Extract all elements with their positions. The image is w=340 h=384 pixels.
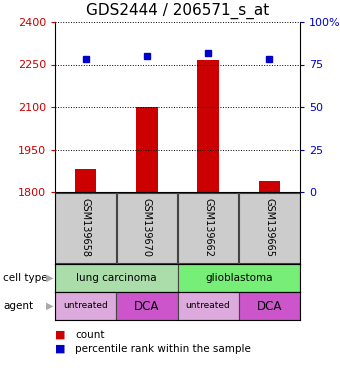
Title: GDS2444 / 206571_s_at: GDS2444 / 206571_s_at: [86, 3, 269, 19]
Bar: [177, 264, 300, 292]
Text: ▶: ▶: [46, 273, 53, 283]
Bar: [55, 264, 177, 292]
Text: GSM139665: GSM139665: [265, 199, 274, 258]
Bar: [177, 292, 239, 320]
Bar: [136, 107, 158, 192]
Text: cell type: cell type: [3, 273, 48, 283]
Text: DCA: DCA: [134, 300, 159, 313]
Text: glioblastoma: glioblastoma: [205, 273, 272, 283]
Text: ■: ■: [55, 344, 66, 354]
Text: GSM139658: GSM139658: [81, 199, 91, 258]
Bar: [239, 193, 300, 263]
Text: percentile rank within the sample: percentile rank within the sample: [75, 344, 251, 354]
Text: untreated: untreated: [186, 301, 231, 311]
Text: lung carcinoma: lung carcinoma: [76, 273, 156, 283]
Bar: [117, 193, 177, 263]
Text: GSM139670: GSM139670: [142, 199, 152, 258]
Bar: [55, 292, 116, 320]
Bar: [178, 193, 238, 263]
Bar: [75, 169, 96, 192]
Bar: [239, 292, 300, 320]
Bar: [116, 292, 177, 320]
Bar: [259, 180, 280, 192]
Text: GSM139662: GSM139662: [203, 199, 213, 258]
Bar: [55, 193, 116, 263]
Text: untreated: untreated: [63, 301, 108, 311]
Text: count: count: [75, 330, 105, 340]
Text: ▶: ▶: [46, 301, 53, 311]
Text: DCA: DCA: [257, 300, 282, 313]
Bar: [198, 60, 219, 192]
Text: ■: ■: [55, 330, 66, 340]
Text: agent: agent: [3, 301, 34, 311]
